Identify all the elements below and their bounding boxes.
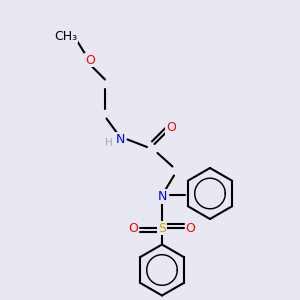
Text: H: H (105, 137, 112, 148)
Text: O: O (186, 221, 195, 235)
Text: O: O (166, 121, 176, 134)
Text: S: S (158, 221, 166, 235)
Text: O: O (85, 53, 95, 67)
Text: N: N (115, 133, 125, 146)
Text: N: N (157, 190, 167, 203)
Text: O: O (129, 221, 138, 235)
Text: CH₃: CH₃ (54, 29, 78, 43)
